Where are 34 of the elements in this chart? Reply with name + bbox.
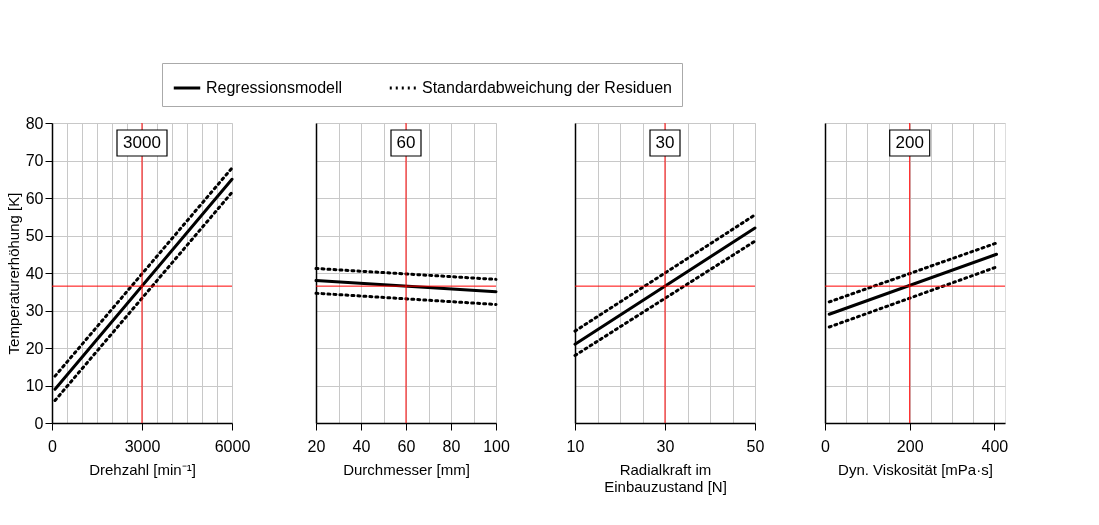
x-tick-label: 200 xyxy=(896,437,924,455)
x-tick-label: 100 xyxy=(483,437,510,455)
y-tick-label: 10 xyxy=(25,377,44,394)
y-tick-label: 60 xyxy=(25,189,44,207)
y-tick-label: 80 xyxy=(25,114,44,132)
y-tick-label: 40 xyxy=(25,264,44,282)
x-tick-label: 40 xyxy=(352,437,371,455)
y-tick-label: 30 xyxy=(25,302,44,319)
x-tick-label: 50 xyxy=(746,437,765,455)
y-tick-label: 50 xyxy=(25,227,44,244)
y-tick-label: 70 xyxy=(25,152,44,169)
x-tick-label: 6000 xyxy=(214,437,251,455)
legend-label: Regressionsmodell xyxy=(206,79,343,96)
ref-line-label: 60 xyxy=(396,133,416,152)
ref-line-label: 3000 xyxy=(123,133,161,152)
legend-label: Standardabweichung der Residuen xyxy=(422,79,672,96)
x-tick-label: 20 xyxy=(307,437,326,455)
x-tick-label: 80 xyxy=(442,437,461,455)
x-axis-title: Dyn. Viskosität [mPa·s] xyxy=(838,460,993,478)
x-axis-title: Durchmesser [mm] xyxy=(343,460,470,478)
x-tick-label: 30 xyxy=(656,437,675,455)
ref-line-label: 200 xyxy=(895,133,924,152)
y-tick-label: 20 xyxy=(25,339,44,357)
x-tick-label: 400 xyxy=(981,437,1009,455)
x-tick-label: 3000 xyxy=(124,437,161,455)
x-tick-label: 60 xyxy=(397,437,416,455)
x-axis-title: Radialkraft im Einbauzustand [N] xyxy=(604,460,727,495)
ref-line-label: 30 xyxy=(655,133,675,152)
y-tick-label: 0 xyxy=(34,414,44,432)
x-tick-label: 10 xyxy=(566,437,585,455)
x-axis-title: Drehzahl [min⁻¹] xyxy=(89,460,196,478)
x-tick-label: 0 xyxy=(821,437,831,455)
x-tick-label: 0 xyxy=(48,437,58,455)
y-axis-title: Temperaturerhöhung [K] xyxy=(4,192,22,355)
